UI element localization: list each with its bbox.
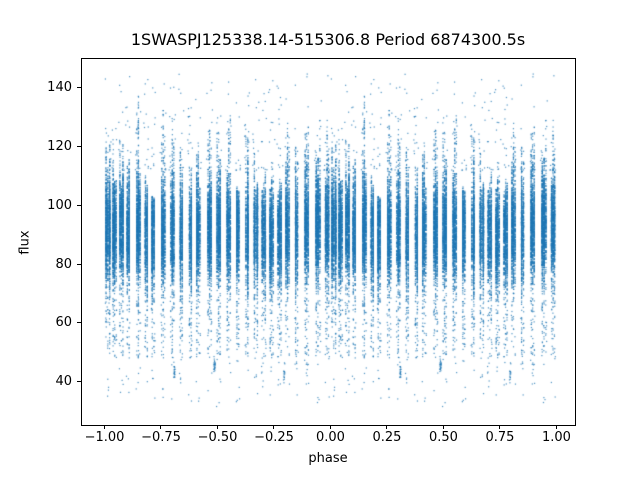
y-tick bbox=[77, 204, 81, 206]
x-tick bbox=[160, 425, 162, 429]
x-tick bbox=[386, 425, 388, 429]
x-tick-label: 1.00 bbox=[541, 430, 571, 445]
x-tick bbox=[442, 425, 444, 429]
x-tick-label: −0.75 bbox=[141, 430, 181, 445]
x-axis-label: phase bbox=[308, 451, 348, 466]
x-tick-label: 0.00 bbox=[316, 430, 345, 445]
y-tick bbox=[77, 322, 81, 324]
x-tick bbox=[555, 425, 557, 429]
x-tick bbox=[216, 425, 218, 429]
x-tick-label: −0.50 bbox=[197, 430, 238, 445]
x-tick-label: 0.75 bbox=[485, 430, 515, 445]
x-tick bbox=[499, 425, 501, 429]
y-tick bbox=[77, 381, 81, 383]
x-tick-label: 0.50 bbox=[428, 430, 458, 445]
y-tick-label: 40 bbox=[55, 374, 72, 390]
y-axis-label: flux bbox=[17, 230, 33, 255]
y-tick-label: 140 bbox=[47, 80, 72, 96]
y-tick bbox=[77, 87, 81, 89]
x-tick bbox=[273, 425, 275, 429]
x-tick bbox=[329, 425, 331, 429]
y-tick-label: 60 bbox=[55, 315, 72, 331]
y-tick bbox=[77, 146, 81, 148]
x-tick-label: 0.25 bbox=[372, 430, 402, 445]
plot-title: 1SWASPJ125338.14-515306.8 Period 6874300… bbox=[130, 30, 526, 49]
y-tick-label: 80 bbox=[55, 256, 72, 272]
x-tick-label: −1.00 bbox=[84, 430, 125, 445]
x-tick-label: −0.25 bbox=[254, 430, 294, 445]
axes-frame bbox=[81, 58, 576, 426]
y-tick-label: 100 bbox=[47, 197, 72, 213]
y-tick bbox=[77, 263, 81, 265]
x-tick bbox=[104, 425, 105, 429]
y-tick-label: 120 bbox=[47, 139, 72, 155]
